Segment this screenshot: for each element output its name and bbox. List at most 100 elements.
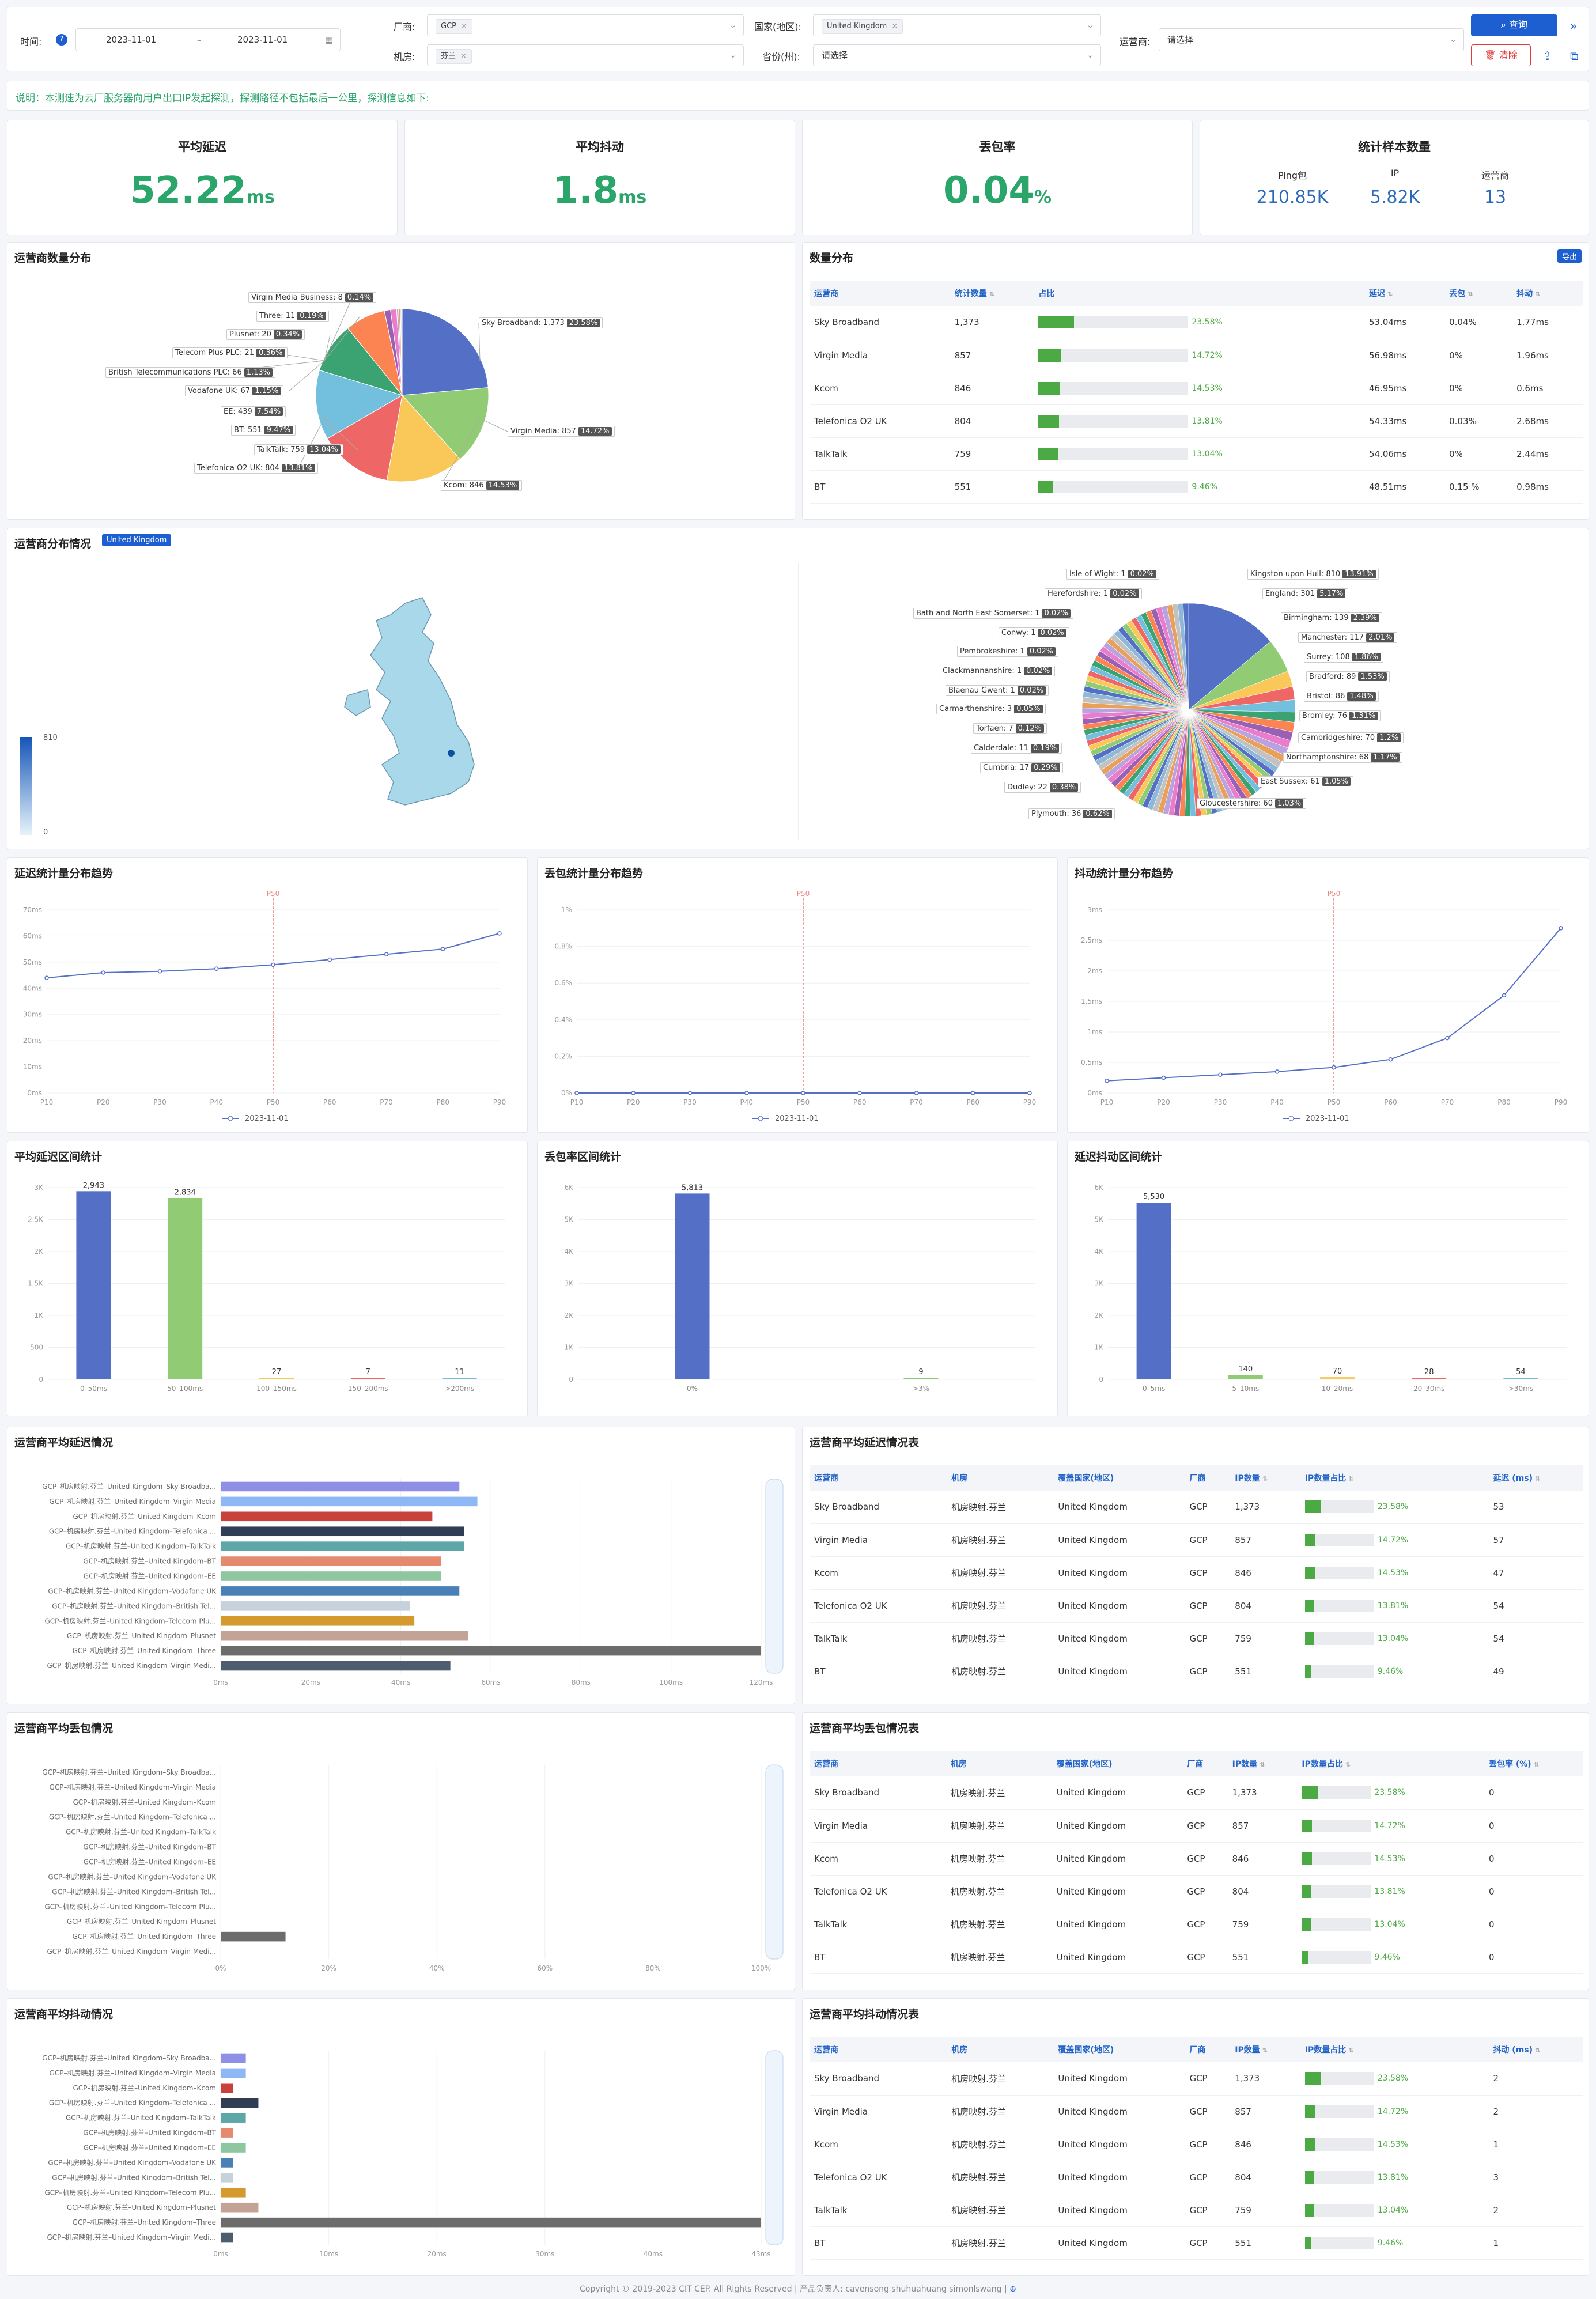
- column-header[interactable]: IP数量 ⇅: [1227, 1751, 1298, 1776]
- table-row: Kcom 机房映射.芬兰 United Kingdom GCP 846 14.53% 1: [810, 2128, 1583, 2161]
- share-icon[interactable]: ⇪: [1542, 49, 1552, 63]
- export-icon[interactable]: ⧉: [1570, 49, 1579, 63]
- table-cell: 0.15 %: [1444, 470, 1512, 504]
- sort-icon[interactable]: ⇅: [1387, 290, 1393, 298]
- column-header[interactable]: 覆盖国家(地区): [1052, 1751, 1183, 1776]
- chevron-down-icon[interactable]: ⌄: [1450, 35, 1457, 44]
- table-cell: United Kingdom: [1053, 2062, 1185, 2096]
- globe-icon[interactable]: ⊕: [1009, 2285, 1016, 2294]
- column-header[interactable]: 丢包 ⇅: [1444, 281, 1512, 306]
- room-select[interactable]: 芬兰 × ⌄: [427, 44, 744, 66]
- table-cell: 0%: [1444, 437, 1512, 471]
- chevron-down-icon[interactable]: ⌄: [729, 51, 736, 60]
- bar: [221, 1526, 464, 1537]
- sort-icon[interactable]: ⇅: [1262, 1475, 1268, 1483]
- progress-bar: [1304, 1566, 1374, 1579]
- column-header[interactable]: 厂商: [1182, 1751, 1228, 1776]
- x-tick-label: 60%: [537, 1964, 553, 1972]
- date-range-picker[interactable]: 2023-11-01 – 2023-11-01 ▦: [75, 28, 341, 51]
- vendor-select[interactable]: GCP × ⌄: [427, 14, 744, 36]
- kpi-value: 52.22ms: [7, 169, 397, 212]
- column-header[interactable]: 运营商: [810, 281, 950, 306]
- sort-icon[interactable]: ⇅: [1535, 290, 1541, 298]
- loss-trend-chart: 0% 0.2% 0.4% 0.6% 0.8% 1% P10 P20 P30 P40 P50 P60 P7…: [555, 890, 1037, 1123]
- sort-icon[interactable]: ⇅: [1468, 290, 1473, 298]
- y-tick-label: 1K: [564, 1344, 574, 1352]
- percent-label: 14.72%: [1377, 2107, 1409, 2116]
- sort-icon[interactable]: ⇅: [1535, 2047, 1541, 2054]
- date-start[interactable]: 2023-11-01: [106, 35, 157, 45]
- sort-icon[interactable]: ⇅: [1348, 2047, 1354, 2054]
- column-header[interactable]: IP数量占比 ⇅: [1297, 1751, 1484, 1776]
- tag-close-icon[interactable]: ×: [460, 52, 467, 60]
- bar: [221, 2128, 233, 2138]
- column-header[interactable]: 厂商: [1185, 2037, 1231, 2062]
- column-header[interactable]: 覆盖国家(地区): [1053, 2037, 1185, 2062]
- column-header[interactable]: 抖动 ⇅: [1512, 281, 1583, 306]
- sort-icon[interactable]: ⇅: [1348, 1475, 1354, 1483]
- column-header[interactable]: 运营商: [810, 1465, 947, 1491]
- column-header[interactable]: 机房: [947, 2037, 1054, 2062]
- table-cell: United Kingdom: [1052, 1908, 1183, 1941]
- isp-select[interactable]: 请选择 ⌄: [1159, 28, 1464, 51]
- legend-marker: [758, 1116, 763, 1121]
- x-tick-label: P70: [1441, 1098, 1454, 1106]
- column-header[interactable]: 机房: [947, 1465, 1054, 1491]
- table-cell: 机房映射.芬兰: [947, 2226, 1054, 2260]
- category-label: GCP–机房映射.芬兰–United Kingdom–Kcom: [73, 2084, 216, 2092]
- sort-icon[interactable]: ⇅: [1260, 1761, 1265, 1768]
- y-tick-label: 0: [569, 1375, 573, 1383]
- info-icon[interactable]: ?: [56, 34, 67, 46]
- province-select[interactable]: 请选择 ⌄: [813, 44, 1101, 66]
- chevron-down-icon[interactable]: ⌄: [1087, 21, 1094, 30]
- column-header[interactable]: IP数量 ⇅: [1230, 2037, 1300, 2062]
- hotspot-marker: [448, 750, 455, 757]
- table-cell: 机房映射.芬兰: [947, 2062, 1054, 2096]
- sort-icon[interactable]: ⇅: [989, 290, 994, 298]
- column-header[interactable]: 延迟 (ms) ⇅: [1488, 1465, 1583, 1491]
- region-label: Blaenau Gwent: 1 0.02%: [946, 685, 1049, 696]
- sort-icon[interactable]: ⇅: [1533, 1761, 1539, 1768]
- sort-icon[interactable]: ⇅: [1345, 1761, 1351, 1768]
- tag-close-icon[interactable]: ×: [891, 22, 898, 31]
- column-header[interactable]: 机房: [946, 1751, 1052, 1776]
- y-tick-label: 60ms: [23, 932, 42, 940]
- column-header[interactable]: 丢包率 (%) ⇅: [1484, 1751, 1583, 1776]
- column-header[interactable]: 厂商: [1185, 1465, 1231, 1491]
- column-header[interactable]: 抖动 (ms) ⇅: [1488, 2037, 1583, 2062]
- table-cell: 机房映射.芬兰: [947, 2161, 1054, 2194]
- chevron-down-icon[interactable]: ⌄: [729, 21, 736, 30]
- calendar-icon[interactable]: ▦: [324, 35, 333, 45]
- chevron-down-icon[interactable]: ⌄: [1087, 51, 1094, 60]
- sort-icon[interactable]: ⇅: [1535, 1475, 1541, 1483]
- export-button[interactable]: 导出: [1557, 249, 1582, 263]
- tag-close-icon[interactable]: ×: [461, 22, 467, 31]
- pie-label: Virgin Media Business: 8 0.14%: [248, 292, 377, 303]
- column-header[interactable]: IP数量占比 ⇅: [1300, 2037, 1489, 2062]
- region-label: Gloucestershire: 60 1.03%: [1197, 798, 1307, 809]
- query-button[interactable]: ⌕ 查询: [1471, 14, 1557, 36]
- room-tag[interactable]: 芬兰 ×: [436, 49, 472, 64]
- date-end[interactable]: 2023-11-01: [237, 35, 288, 45]
- column-header[interactable]: 占比: [1034, 281, 1364, 306]
- country-tag[interactable]: United Kingdom ×: [822, 19, 903, 34]
- column-header[interactable]: 统计数量 ⇅: [950, 281, 1034, 306]
- collapse-icon[interactable]: »: [1570, 19, 1578, 33]
- column-header[interactable]: 运营商: [810, 2037, 947, 2062]
- notice-text: 说明：本测速为云厂服务器向用户出口IP发起探测，探测路径不包括最后一公里，探测信…: [16, 93, 429, 104]
- country-select[interactable]: United Kingdom × ⌄: [813, 14, 1101, 36]
- x-tick-label: 20%: [321, 1964, 336, 1972]
- table-cell: United Kingdom: [1052, 1809, 1183, 1843]
- x-tick-label: 40ms: [391, 1678, 410, 1687]
- column-header[interactable]: IP数量占比 ⇅: [1300, 1465, 1489, 1491]
- progress-fill: [1304, 2138, 1315, 2151]
- legend-label: 2023-11-01: [1306, 1114, 1349, 1123]
- column-header[interactable]: 运营商: [810, 1751, 946, 1776]
- column-header[interactable]: 覆盖国家(地区): [1053, 1465, 1185, 1491]
- vendor-tag[interactable]: GCP ×: [436, 19, 472, 34]
- column-header[interactable]: IP数量 ⇅: [1230, 1465, 1300, 1491]
- x-tick-label: P50: [267, 1098, 280, 1106]
- column-header[interactable]: 延迟 ⇅: [1364, 281, 1445, 306]
- clear-button[interactable]: 🗑 清除: [1471, 44, 1531, 66]
- sort-icon[interactable]: ⇅: [1262, 2047, 1268, 2054]
